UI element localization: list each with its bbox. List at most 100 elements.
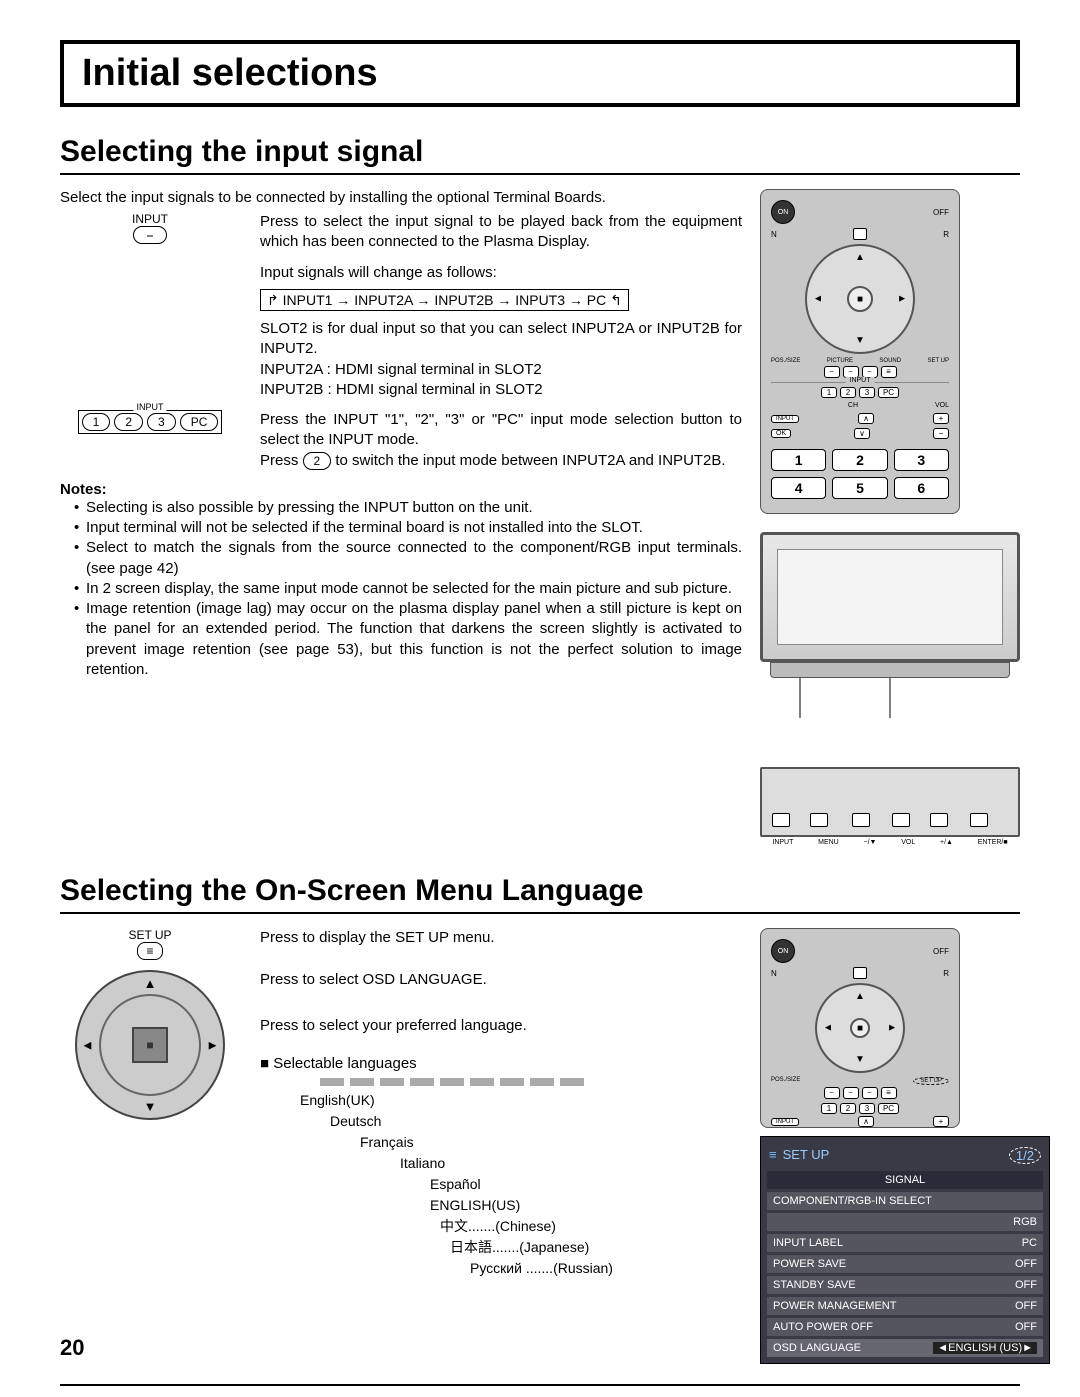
num-5: 5: [832, 477, 887, 499]
remote-illus-1: ON OFF NR ■ ▲▼◄► POS./SIZE PICTURE SOUND…: [760, 189, 960, 514]
on-button-icon: ON: [771, 200, 795, 224]
lbl2-possize: POS./SIZE: [771, 1077, 800, 1085]
lang-3: Italiano: [400, 1153, 742, 1174]
panel-labels: INPUT MENU −/▼ VOL +/▲ ENTER/■: [760, 839, 1020, 846]
input-flow: ↱ INPUT1 → INPUT2A → INPUT2B → INPUT3 → …: [260, 291, 742, 311]
num-grid: 1 2 3 4 5 6: [771, 449, 949, 499]
num-4: 4: [771, 477, 826, 499]
slot-a: INPUT2A : HDMI signal terminal in SLOT2: [260, 360, 742, 380]
r2input-2: 2: [840, 1103, 856, 1114]
r2input-1: 1: [821, 1103, 837, 1114]
row1-v: RGB: [1013, 1216, 1037, 1228]
lang-8: Русский .......(Russian): [470, 1258, 742, 1279]
pl-vol: VOL: [901, 839, 915, 846]
lang-1: Deutsch: [330, 1111, 742, 1132]
note-4: Image retention (image lag) may occur on…: [74, 599, 742, 680]
r-label: R: [943, 230, 949, 239]
step1-text: Press to select the input signal to be p…: [260, 212, 742, 253]
row5-v: OFF: [1015, 1300, 1037, 1312]
input-label: INPUT: [132, 212, 168, 226]
row6-v: OFF: [1015, 1321, 1037, 1333]
s2-step1: Press to display the SET UP menu.: [260, 928, 742, 948]
setup-icon: ≡: [137, 942, 162, 960]
lbl-setup: SET UP: [927, 358, 949, 364]
input-buttons-illus: INPUT 1 2 3 PC: [60, 410, 240, 434]
row3-l: POWER SAVE: [773, 1258, 846, 1270]
lbl-sound: SOUND: [879, 358, 901, 364]
notes-heading: Notes:: [60, 481, 742, 498]
display-illus: INPUT MENU −/▼ VOL +/▲ ENTER/■: [760, 532, 1020, 846]
row6-l: AUTO POWER OFF: [773, 1321, 873, 1333]
step2-text: Input signals will change as follows:: [260, 263, 742, 283]
section2-content: SET UP ≡ Press to display the SET UP men…: [60, 928, 1020, 1364]
note-2: Select to match the signals from the sou…: [74, 538, 742, 579]
slot-text: SLOT2 is for dual input so that you can …: [260, 319, 742, 360]
lang-6: 中文.......(Chinese): [440, 1216, 742, 1237]
ch-label: CH: [848, 402, 858, 409]
remote-illus-2: ON OFF NR ■ ▲▼◄► POS./SIZE SET UP ⎯⎯⎯≡ 1…: [760, 928, 960, 1128]
section2-heading: Selecting the On-Screen Menu Language: [60, 874, 1020, 914]
r2input-pc: PC: [878, 1103, 899, 1114]
row7-l: OSD LANGUAGE: [773, 1342, 861, 1354]
setup-signal: SIGNAL: [767, 1171, 1043, 1189]
num-6: 6: [894, 477, 949, 499]
off-label: OFF: [933, 208, 949, 217]
note-3: In 2 screen display, the same input mode…: [74, 579, 742, 599]
input-pill-icon: ⎯: [133, 226, 168, 244]
s2-step3: Press to select your preferred language.: [260, 1016, 742, 1036]
rinput-1: 1: [821, 387, 837, 398]
btn-3: 3: [147, 413, 176, 431]
connector-lines-icon: [760, 678, 1020, 722]
pl-input: INPUT: [772, 839, 793, 846]
section1-heading: Selecting the input signal: [60, 135, 1020, 175]
off-label-2: OFF: [933, 947, 949, 956]
r2input-3: 3: [859, 1103, 875, 1114]
section1-content: Select the input signals to be connected…: [60, 189, 1020, 846]
row3-v: OFF: [1015, 1258, 1037, 1270]
setup-page: 1/2: [1009, 1147, 1041, 1164]
row4-v: OFF: [1015, 1279, 1037, 1291]
dpad-icon-2: ■ ▲▼◄►: [815, 983, 905, 1073]
on-button-icon-2: ON: [771, 939, 795, 963]
setup-label: SET UP: [128, 928, 171, 942]
notes-list: Selecting is also possible by pressing t…: [60, 498, 742, 680]
btn-1: 1: [82, 413, 111, 431]
lang-2: Français: [360, 1132, 742, 1153]
vol-label: VOL: [935, 402, 949, 409]
pl-down: −/▼: [864, 839, 877, 846]
lang-4: Español: [430, 1174, 742, 1195]
lang-bars-icon: [320, 1078, 742, 1086]
section1-intro: Select the input signals to be connected…: [60, 189, 742, 206]
input-mini-2: INPUT: [771, 1118, 799, 1126]
row5-l: POWER MANAGEMENT: [773, 1300, 896, 1312]
language-tree: English(UK) Deutsch Français Italiano Es…: [260, 1078, 742, 1279]
step3b-post: to switch the input mode between INPUT2A…: [335, 452, 725, 469]
rinput-3: 3: [859, 387, 875, 398]
row2-l: INPUT LABEL: [773, 1237, 843, 1249]
row7-v: ◄ENGLISH (US)►: [933, 1342, 1037, 1354]
page-title: Initial selections: [82, 52, 998, 95]
pl-up: +/▲: [940, 839, 953, 846]
rinput-2: 2: [840, 387, 856, 398]
r-label-2: R: [943, 969, 949, 978]
ok-mini: OK: [771, 429, 791, 438]
lang-5: ENGLISH(US): [430, 1195, 742, 1216]
step3a: Press the INPUT "1", "2", "3" or "PC" in…: [260, 410, 742, 451]
dpad-big-icon: ▲ ▼ ◄ ►: [75, 970, 225, 1120]
control-panel-illus: [760, 767, 1020, 837]
flow-text: INPUT1 → INPUT2A → INPUT2B → INPUT3 → PC: [283, 292, 607, 308]
num-1: 1: [771, 449, 826, 471]
step3b-btn: 2: [303, 452, 332, 470]
lbl-picture: PICTURE: [827, 358, 853, 364]
slot-b: INPUT2B : HDMI signal terminal in SLOT2: [260, 380, 742, 400]
rinput-pc: PC: [878, 387, 899, 398]
remote-input-label: INPUT: [846, 377, 875, 384]
lang-7: 日本語.......(Japanese): [450, 1237, 742, 1258]
s2-step2: Press to select OSD LANGUAGE.: [260, 970, 742, 990]
setup-title: SET UP: [783, 1147, 830, 1162]
input-button-illus: INPUT ⎯: [60, 212, 240, 244]
lbl2-setup: SET UP: [913, 1077, 949, 1085]
sel-lang-heading: ■ Selectable languages: [260, 1055, 742, 1072]
input-mini: INPUT: [771, 415, 799, 423]
row4-l: STANDBY SAVE: [773, 1279, 856, 1291]
